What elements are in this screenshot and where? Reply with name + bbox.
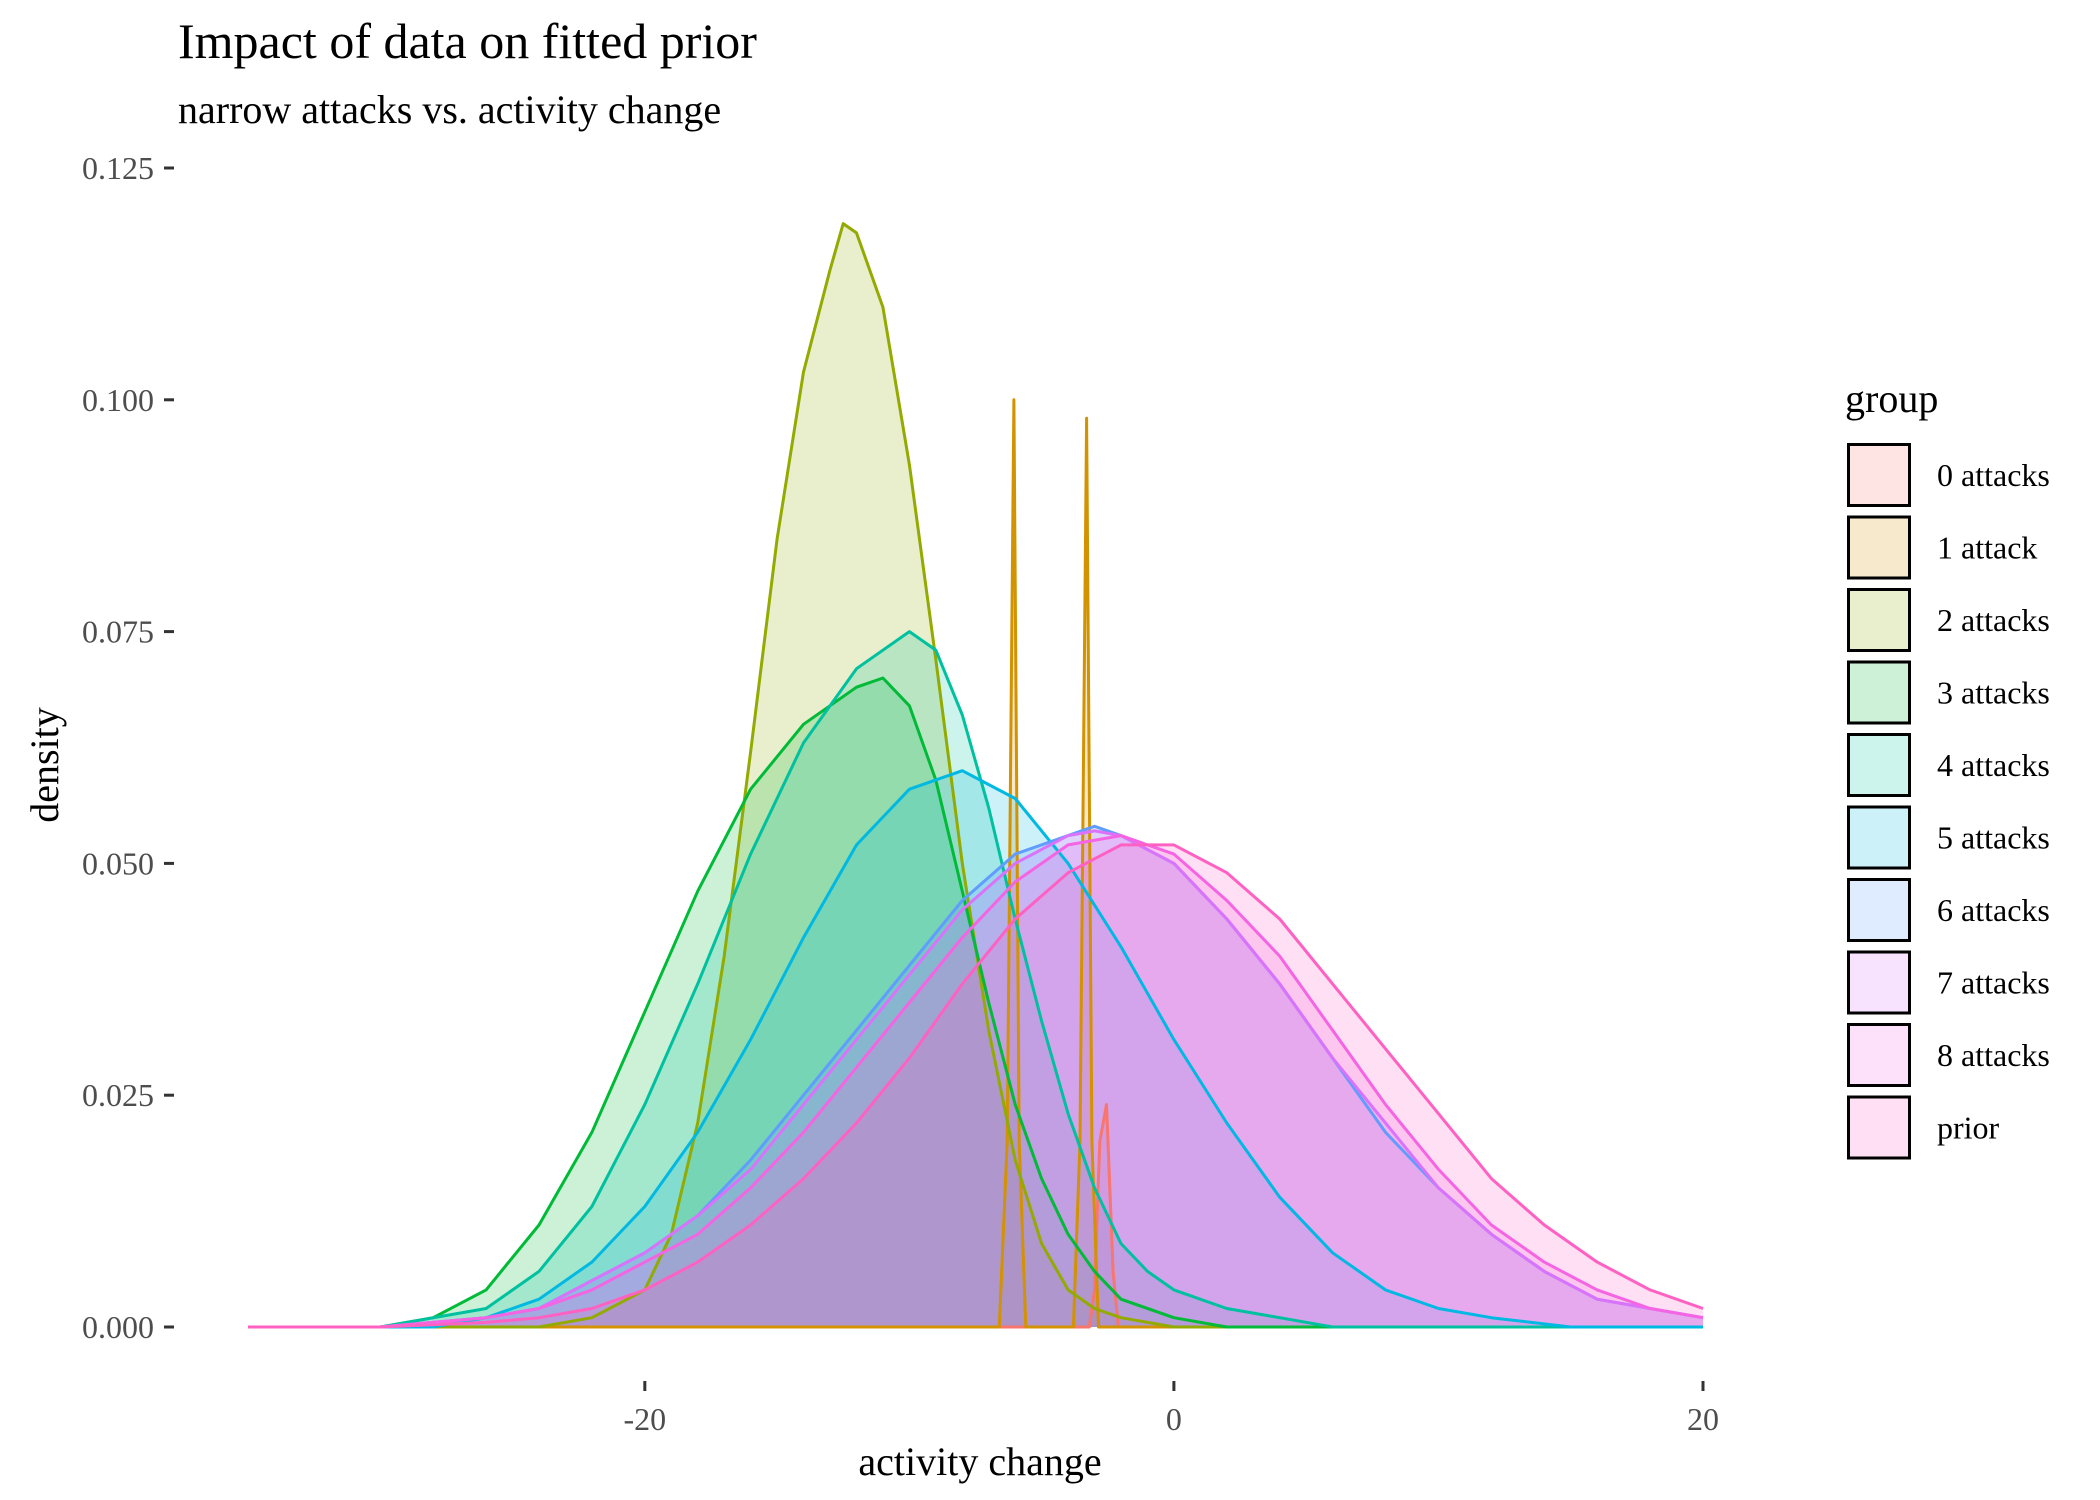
legend-key-background xyxy=(1847,515,1911,580)
legend-item: 0 attacks xyxy=(1847,443,2050,507)
series-line-prior xyxy=(248,843,1704,1329)
legend-key-background xyxy=(1847,588,1911,652)
legend-label: 3 attacks xyxy=(1937,675,2050,711)
x-tick-label: 20 xyxy=(1687,1401,1719,1437)
legend-key-background xyxy=(1847,1023,1911,1087)
series-layer xyxy=(248,222,1704,1329)
legend-label: 1 attack xyxy=(1937,530,2037,566)
legend-key xyxy=(1847,515,1911,580)
legend-item: 5 attacks xyxy=(1847,805,2050,870)
legend-item: 1 attack xyxy=(1847,515,2037,580)
legend-key-background xyxy=(1847,660,1911,725)
legend-item: 7 attacks xyxy=(1847,950,2050,1015)
series-line-7-attacks xyxy=(248,829,1704,1329)
legend-title: group xyxy=(1845,376,1938,421)
series-area-5-attacks xyxy=(248,770,1703,1327)
legend-item: 4 attacks xyxy=(1847,733,2050,797)
legend-key xyxy=(1847,660,1911,725)
legend-key-background xyxy=(1847,443,1911,507)
legend-key xyxy=(1847,1023,1911,1087)
series-line-5-attacks xyxy=(248,769,1703,1329)
legend-key xyxy=(1847,588,1911,652)
legend-key xyxy=(1847,1095,1911,1160)
legend-item: 3 attacks xyxy=(1847,660,2050,725)
x-axis: -20 0 20 xyxy=(623,1381,1719,1437)
y-tick-label: 0.100 xyxy=(82,382,154,418)
y-axis-title: density xyxy=(22,707,67,823)
legend: group 0 attacks 1 attack 2 attacks 3 attack… xyxy=(1845,376,2050,1160)
series-area-3-attacks xyxy=(248,678,1703,1327)
y-tick-label: 0.075 xyxy=(82,614,154,650)
legend-key xyxy=(1847,733,1911,797)
series-line-4-attacks xyxy=(248,630,1703,1329)
legend-key xyxy=(1847,805,1911,870)
series-line-8-attacks xyxy=(248,834,1704,1329)
x-axis-title: activity change xyxy=(858,1439,1101,1484)
legend-label: 7 attacks xyxy=(1937,965,2050,1001)
legend-label: 4 attacks xyxy=(1937,747,2050,783)
y-tick-label: 0.050 xyxy=(82,845,154,881)
series-area-6-attacks xyxy=(248,826,1703,1327)
legend-label: 2 attacks xyxy=(1937,602,2050,638)
legend-key-background xyxy=(1847,878,1911,942)
x-tick-label: 0 xyxy=(1166,1401,1182,1437)
legend-item: 2 attacks xyxy=(1847,588,2050,652)
legend-key xyxy=(1847,443,1911,507)
series-area-4-attacks xyxy=(248,631,1703,1327)
legend-label: prior xyxy=(1937,1110,2000,1146)
legend-label: 0 attacks xyxy=(1937,457,2050,493)
chart-subtitle: narrow attacks vs. activity change xyxy=(178,87,721,132)
y-tick-label: 0.025 xyxy=(82,1077,154,1113)
series-area-8-attacks xyxy=(248,835,1703,1327)
series-line-1-attack xyxy=(248,398,1703,1329)
legend-item: prior xyxy=(1847,1095,2000,1160)
legend-label: 6 attacks xyxy=(1937,892,2050,928)
y-tick-label: 0.125 xyxy=(82,150,154,186)
legend-key-background xyxy=(1847,805,1911,870)
legend-key-background xyxy=(1847,733,1911,797)
legend-label: 8 attacks xyxy=(1937,1037,2050,1073)
legend-key-background xyxy=(1847,950,1911,1015)
chart-title: Impact of data on fitted prior xyxy=(178,13,757,69)
series-area-prior xyxy=(248,844,1703,1327)
y-tick-label: 0.000 xyxy=(82,1309,154,1345)
legend-key-background xyxy=(1847,1095,1911,1160)
legend-item: 8 attacks xyxy=(1847,1023,2050,1087)
legend-label: 5 attacks xyxy=(1937,820,2050,856)
series-line-3-attacks xyxy=(248,676,1703,1329)
legend-key xyxy=(1847,878,1911,942)
y-axis: 0.000 0.025 0.050 0.075 0.100 0.125 xyxy=(82,150,174,1345)
x-tick-label: -20 xyxy=(623,1401,666,1437)
series-area-7-attacks xyxy=(248,830,1703,1327)
legend-item: 6 attacks xyxy=(1847,878,2050,942)
legend-key xyxy=(1847,950,1911,1015)
series-area-2-attacks xyxy=(248,223,1703,1328)
